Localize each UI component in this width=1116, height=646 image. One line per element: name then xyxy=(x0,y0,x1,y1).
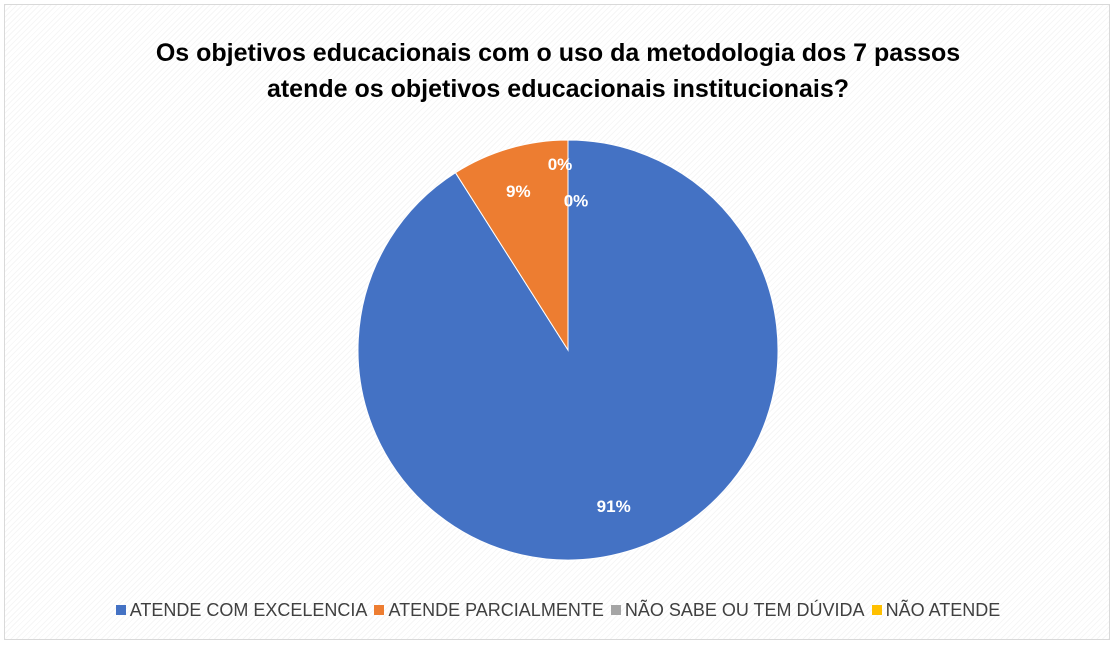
chart-title-line-2: atende os objetivos educacionais institu… xyxy=(266,75,850,103)
chart-title-line-1: Os objetivos educacionais com o uso da m… xyxy=(155,39,961,67)
legend-swatch-yellow xyxy=(871,605,882,615)
data-label: 9% xyxy=(506,182,531,201)
legend-label: ATENDE COM EXCELENCIA xyxy=(129,600,368,620)
legend-item-atende-com-excelencia: ATENDE COM EXCELENCIA xyxy=(115,600,368,621)
legend-item-nao-sabe: NÃO SABE OU TEM DÚVIDA xyxy=(610,600,865,621)
pie-slices xyxy=(357,139,779,561)
legend-item-nao-atende: NÃO ATENDE xyxy=(871,600,1001,621)
pie-slice-atende-parcialmente xyxy=(454,139,569,352)
chart-legend: ATENDE COM EXCELENCIA ATENDE PARCIALMENT… xyxy=(5,600,1111,621)
data-label: 91% xyxy=(597,497,631,516)
data-label: 0% xyxy=(564,191,589,210)
chart-area: Os objetivos educacionais com o uso da m… xyxy=(4,4,1110,640)
chart-title: Os objetivos educacionais com o uso da m… xyxy=(5,35,1111,107)
pie-chart: 91% 9% 0% 0% xyxy=(357,139,779,561)
legend-label: NÃO SABE OU TEM DÚVIDA xyxy=(624,600,865,620)
legend-swatch-orange xyxy=(374,605,385,615)
pie-data-labels: 91% 9% 0% 0% xyxy=(506,155,631,516)
legend-item-atende-parcialmente: ATENDE PARCIALMENTE xyxy=(374,600,604,621)
legend-label: ATENDE PARCIALMENTE xyxy=(388,600,604,620)
legend-swatch-gray xyxy=(610,605,621,615)
legend-swatch-blue xyxy=(115,605,126,615)
legend-label: NÃO ATENDE xyxy=(885,600,1001,620)
data-label: 0% xyxy=(548,155,573,174)
